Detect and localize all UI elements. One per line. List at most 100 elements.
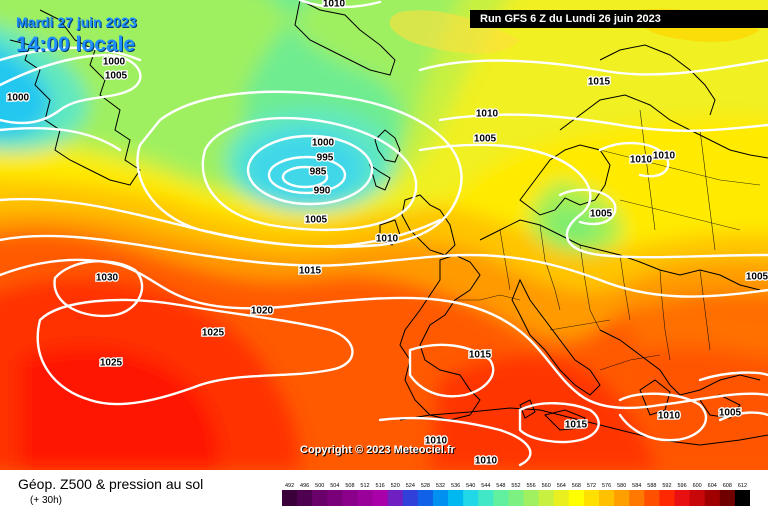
isobar-label: 1010 (475, 456, 498, 467)
scale-tick-label: 548 (496, 483, 505, 489)
scale-tick-label: 556 (527, 483, 536, 489)
isobar-label: 1005 (719, 408, 742, 419)
scale-tick-label: 608 (723, 483, 732, 489)
scale-tick-label: 500 (315, 483, 324, 489)
isobar-label: 1000 (7, 93, 30, 104)
scale-tick-label: 520 (391, 483, 400, 489)
scale-color-swatch (342, 490, 358, 506)
isobar-label: 1005 (746, 272, 768, 283)
scale-color-swatch (614, 490, 630, 506)
isobar-label: 1010 (323, 0, 346, 10)
isobar-label: 1030 (96, 273, 119, 284)
isobar-label: 1025 (100, 358, 123, 369)
scale-tick-label: 508 (345, 483, 354, 489)
scale-color-swatch (402, 490, 419, 506)
isobar-label: 1015 (299, 266, 322, 277)
scale-color-swatch (674, 490, 691, 506)
isobar-label: 1010 (425, 436, 448, 447)
scale-tick-label: 540 (466, 483, 475, 489)
scale-tick-label: 592 (662, 483, 671, 489)
scale-tick-label: 580 (617, 483, 626, 489)
scale-tick-label: 544 (481, 483, 490, 489)
scale-color-swatch (538, 490, 555, 506)
isobar-label: 1005 (305, 215, 328, 226)
scale-color-swatch (493, 490, 509, 506)
isobar-label: 1025 (202, 328, 225, 339)
scale-tick-label: 572 (587, 483, 596, 489)
legend-title: Géop. Z500 & pression au sol (18, 476, 204, 492)
scale-color-swatch (417, 490, 434, 506)
isobar-label: 1010 (658, 411, 681, 422)
legend-panel: Géop. Z500 & pression au sol (+ 30h) 492… (0, 470, 768, 512)
isobar-label: 1010 (476, 109, 499, 120)
scale-color-swatch (297, 490, 313, 506)
scale-color-swatch (478, 490, 494, 506)
country-borders (455, 109, 761, 371)
scale-color-swatch (644, 490, 660, 506)
scale-color-swatch (599, 490, 615, 506)
run-info-banner: Run GFS 6 Z du Lundi 26 juin 2023 (470, 10, 768, 28)
scale-color-swatch (734, 490, 750, 506)
scale-tick-label: 600 (693, 483, 702, 489)
scale-color-swatch (523, 490, 540, 506)
legend-subtitle: (+ 30h) (30, 495, 62, 506)
scale-tick-label: 524 (406, 483, 415, 489)
scale-color-swatch (568, 490, 585, 506)
scale-color-swatch (432, 490, 449, 506)
scale-tick-label: 604 (708, 483, 717, 489)
scale-tick-label: 496 (300, 483, 309, 489)
scale-tick-label: 552 (511, 483, 520, 489)
scale-tick-label: 564 (557, 483, 566, 489)
scale-tick-label: 568 (572, 483, 581, 489)
scale-tick-label: 492 (285, 483, 294, 489)
scale-color-swatch (463, 490, 479, 506)
scale-tick-label: 512 (360, 483, 369, 489)
scale-color-swatch (704, 490, 721, 506)
scale-color-swatch (282, 490, 298, 506)
scale-color-swatch (357, 490, 373, 506)
isobar-label: 1005 (590, 209, 613, 220)
isobar-label: 990 (314, 186, 331, 197)
isobar-label: 995 (317, 153, 334, 164)
forecast-local-time: 14:00 locale (16, 33, 136, 56)
scale-tick-label: 596 (677, 483, 686, 489)
scale-color-swatch (629, 490, 645, 506)
isobar-label: 1020 (251, 306, 274, 317)
scale-color-swatch (553, 490, 570, 506)
scale-color-swatch (387, 490, 404, 506)
scale-color-swatch (719, 490, 736, 506)
copyright-text: Copyright © 2023 Meteociel.fr (300, 444, 455, 456)
scale-tick-label: 576 (602, 483, 611, 489)
isobar-label: 1000 (312, 138, 335, 149)
isobar-label: 1015 (469, 350, 492, 361)
isobar-label: 1010 (376, 234, 399, 245)
isobar-label: 985 (310, 167, 327, 178)
scale-tick-label: 504 (330, 483, 339, 489)
scale-color-swatch (448, 490, 464, 506)
scale-tick-label: 612 (738, 483, 747, 489)
scale-tick-label: 516 (376, 483, 385, 489)
isobar-labels: 1010 1000 1005 1000 1015 1010 1005 1000 995 985 99… (6, 0, 768, 468)
isobar-label: 1010 (630, 155, 653, 166)
scale-color-swatch (508, 490, 524, 506)
isobar-label: 1010 (653, 151, 676, 162)
scale-tick-label: 584 (632, 483, 641, 489)
isobar-label: 1015 (588, 77, 611, 88)
isobar-label: 1005 (474, 134, 497, 145)
scale-tick-label: 588 (647, 483, 656, 489)
scale-color-swatch (689, 490, 706, 506)
scale-tick-label: 532 (436, 483, 445, 489)
scale-tick-label: 528 (421, 483, 430, 489)
isobar-label: 1000 (103, 57, 126, 68)
scale-tick-label: 536 (451, 483, 460, 489)
coastlines (9, 0, 768, 446)
isobar-label: 1015 (565, 420, 588, 431)
scale-tick-label: 560 (542, 483, 551, 489)
isobar-lines (0, 0, 768, 467)
forecast-date: Mardi 27 juin 2023 (16, 14, 137, 30)
color-scale: 492 496 500 504 508 512 516 520 524 528 532 536 540 5… (282, 483, 750, 506)
scale-color-swatch (312, 490, 328, 506)
scale-color-swatch (583, 490, 600, 506)
scale-color-swatch (372, 490, 389, 506)
